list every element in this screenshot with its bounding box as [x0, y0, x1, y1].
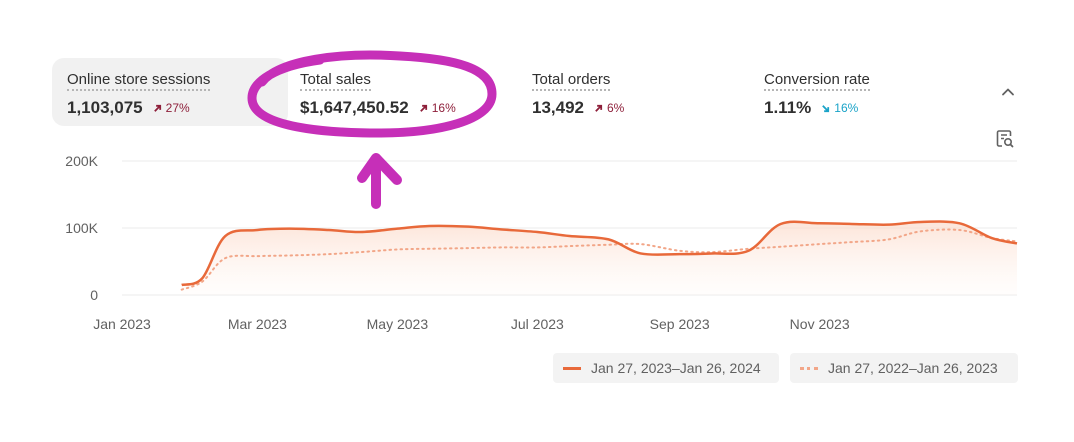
arrow-up-right-icon: [419, 104, 427, 112]
legend-item-previous[interactable]: Jan 27, 2022–Jan 26, 2023: [790, 353, 1018, 383]
metric-value: 1,103,075: [67, 98, 143, 117]
metric-trend: 6%: [594, 101, 624, 115]
x-tick-label: Jan 2023: [93, 316, 151, 332]
y-tick-label: 100K: [65, 220, 98, 236]
legend-swatch-solid: [563, 366, 581, 370]
metric-value: 1.11%: [764, 98, 812, 117]
legend-item-current[interactable]: Jan 27, 2023–Jan 26, 2024: [553, 353, 779, 383]
metric-change: 16%: [431, 101, 456, 115]
chevron-up-icon: [1002, 88, 1014, 96]
view-report-icon: [996, 130, 1014, 148]
series-area-current: [181, 221, 1017, 295]
metric-trend: 27%: [153, 101, 190, 115]
x-tick-label: Sep 2023: [650, 316, 710, 332]
arrow-down-right-icon: [822, 104, 830, 112]
x-tick-label: Nov 2023: [790, 316, 850, 332]
metric-conversion-rate[interactable]: Conversion rate 1.11% 16%: [750, 58, 970, 126]
y-tick-label: 200K: [65, 153, 98, 169]
y-tick-label: 0: [90, 287, 98, 303]
metric-total-orders[interactable]: Total orders 13,492 6%: [518, 58, 738, 126]
metric-label[interactable]: Online store sessions: [67, 71, 211, 91]
metric-online-store-sessions[interactable]: Online store sessions 1,103,075 27%: [52, 58, 288, 126]
series-line-previous[interactable]: [180, 228, 1018, 291]
metric-change: 16%: [834, 101, 859, 115]
arrow-up-right-icon: [595, 104, 603, 112]
metric-trend: 16%: [419, 101, 456, 115]
arrow-up-right-icon: [153, 104, 161, 112]
metric-change: 6%: [607, 101, 625, 115]
x-tick-label: Jul 2023: [511, 316, 564, 332]
collapse-button[interactable]: [998, 82, 1018, 102]
metric-value: 13,492: [532, 98, 584, 117]
view-report-button[interactable]: [994, 128, 1016, 150]
legend-label: Jan 27, 2023–Jan 26, 2024: [591, 360, 761, 376]
metric-change: 27%: [165, 101, 190, 115]
x-tick-label: May 2023: [367, 316, 429, 332]
legend-swatch-dotted: [800, 366, 818, 370]
metric-label[interactable]: Total sales: [300, 71, 371, 91]
metric-trend: 16%: [821, 101, 858, 115]
sales-chart: 0 100K 200K Jan 2023 Mar 2023 May 2023 Jul 202…: [65, 153, 1018, 332]
series-line-current[interactable]: [181, 220, 1018, 287]
metric-label[interactable]: Total orders: [532, 71, 611, 91]
metric-label[interactable]: Conversion rate: [764, 71, 870, 91]
metric-value: $1,647,450.52: [300, 98, 409, 117]
legend-label: Jan 27, 2022–Jan 26, 2023: [828, 360, 998, 376]
x-tick-label: Mar 2023: [228, 316, 287, 332]
metric-total-sales[interactable]: Total sales $1,647,450.52 16%: [286, 58, 506, 126]
